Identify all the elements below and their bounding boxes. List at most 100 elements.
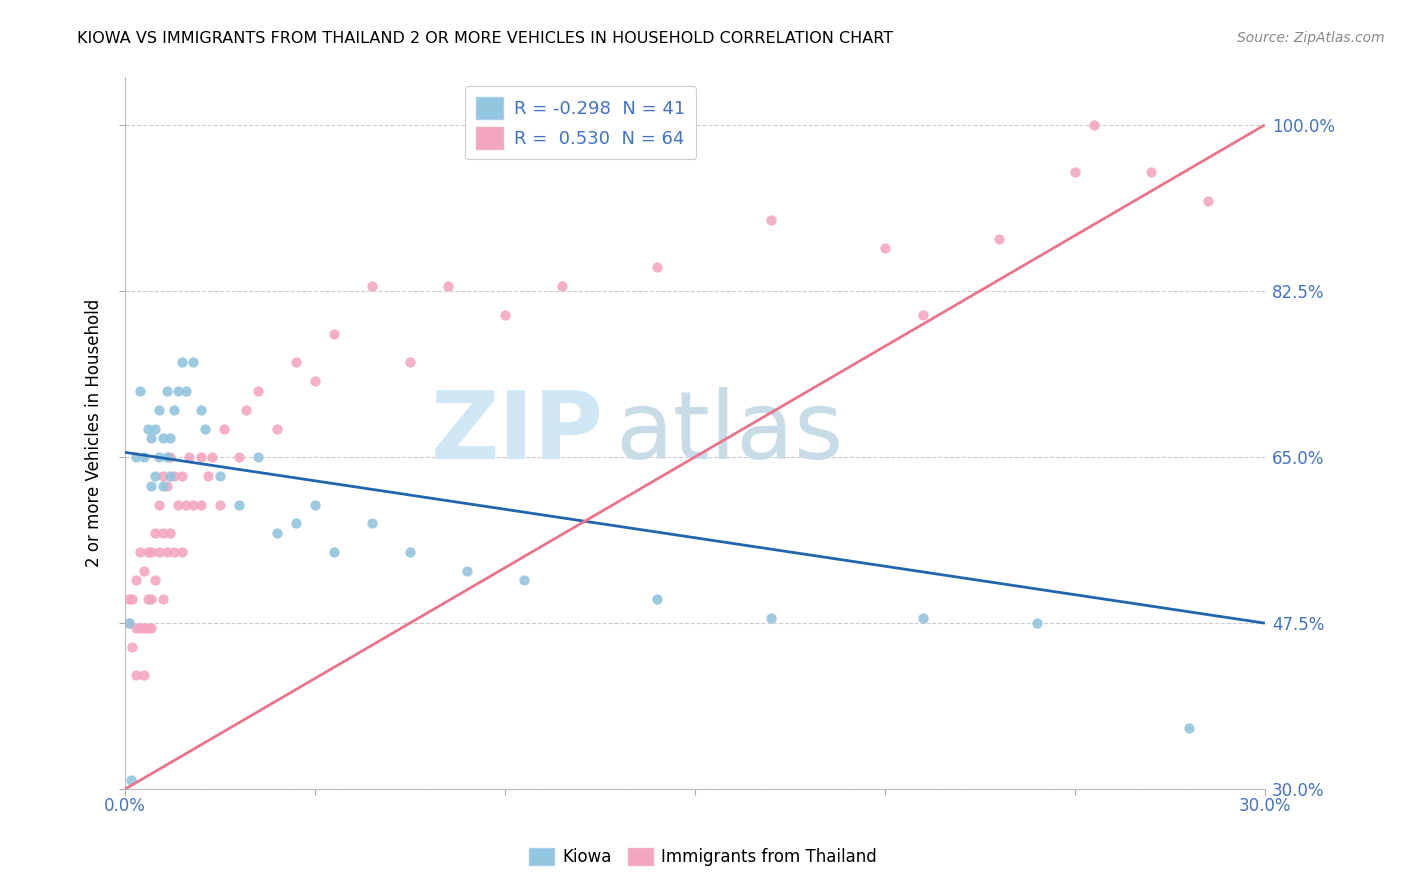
Point [117, 616, 139, 631]
Point [911, 611, 934, 625]
Point [304, 498, 326, 512]
Point [987, 232, 1010, 246]
Point [228, 450, 250, 464]
Point [360, 516, 382, 531]
Point [437, 279, 460, 293]
Point [156, 545, 179, 559]
Point [132, 450, 155, 464]
Text: 0.0%: 0.0% [104, 797, 146, 814]
Point [117, 616, 139, 631]
Point [179, 450, 201, 464]
Y-axis label: 2 or more Vehicles in Household: 2 or more Vehicles in Household [86, 299, 103, 567]
Point [141, 592, 163, 607]
Legend: R = -0.298  N = 41, R =  0.530  N = 64: R = -0.298 N = 41, R = 0.530 N = 64 [465, 87, 696, 160]
Point [170, 469, 193, 483]
Point [132, 621, 155, 635]
Point [152, 469, 174, 483]
Point [120, 772, 142, 787]
Point [163, 545, 186, 559]
Point [141, 545, 163, 559]
Point [143, 421, 166, 435]
Point [235, 402, 257, 417]
Point [125, 574, 148, 588]
Point [174, 384, 197, 398]
Point [322, 545, 344, 559]
Text: ZIP: ZIP [430, 387, 603, 479]
Point [163, 469, 186, 483]
Point [322, 326, 344, 341]
Point [197, 469, 219, 483]
Point [152, 592, 174, 607]
Point [456, 564, 478, 578]
Point [645, 592, 668, 607]
Point [156, 384, 179, 398]
Point [125, 668, 148, 682]
Point [228, 498, 250, 512]
Point [129, 545, 152, 559]
Point [759, 611, 782, 625]
Point [152, 478, 174, 492]
Point [398, 355, 420, 369]
Point [246, 384, 269, 398]
Point [136, 421, 159, 435]
Point [1063, 165, 1085, 179]
Point [148, 402, 170, 417]
Point [551, 279, 574, 293]
Point [246, 450, 269, 464]
Point [143, 526, 166, 541]
Point [284, 516, 307, 531]
Point [163, 402, 186, 417]
Point [148, 450, 170, 464]
Point [141, 621, 163, 635]
Point [156, 450, 179, 464]
Point [121, 640, 143, 654]
Point [190, 498, 212, 512]
Point [201, 450, 224, 464]
Point [170, 355, 193, 369]
Point [159, 526, 181, 541]
Point [304, 374, 326, 388]
Point [170, 545, 193, 559]
Text: KIOWA VS IMMIGRANTS FROM THAILAND 2 OR MORE VEHICLES IN HOUSEHOLD CORRELATION CH: KIOWA VS IMMIGRANTS FROM THAILAND 2 OR M… [77, 31, 893, 46]
Point [156, 478, 179, 492]
Point [129, 621, 152, 635]
Point [159, 450, 181, 464]
Point [194, 421, 217, 435]
Point [212, 421, 235, 435]
Point [360, 279, 382, 293]
Point [911, 308, 934, 322]
Point [121, 592, 143, 607]
Point [181, 355, 204, 369]
Point [148, 545, 170, 559]
Point [143, 574, 166, 588]
Point [159, 431, 181, 445]
Point [117, 592, 139, 607]
Point [125, 621, 148, 635]
Point [190, 402, 212, 417]
Point [1140, 165, 1163, 179]
Point [132, 668, 155, 682]
Point [167, 498, 190, 512]
Point [136, 621, 159, 635]
Point [1083, 118, 1105, 132]
Point [208, 498, 231, 512]
Text: atlas: atlas [614, 387, 844, 479]
Point [645, 260, 668, 275]
Point [152, 431, 174, 445]
Point [398, 545, 420, 559]
Point [129, 384, 152, 398]
Point [190, 450, 212, 464]
Text: Source: ZipAtlas.com: Source: ZipAtlas.com [1237, 31, 1385, 45]
Point [141, 431, 163, 445]
Point [125, 450, 148, 464]
Text: 30.0%: 30.0% [1239, 797, 1291, 814]
Point [136, 592, 159, 607]
Point [284, 355, 307, 369]
Point [1178, 721, 1201, 735]
Point [759, 212, 782, 227]
Point [141, 478, 163, 492]
Point [148, 498, 170, 512]
Point [174, 498, 197, 512]
Point [513, 574, 536, 588]
Point [152, 526, 174, 541]
